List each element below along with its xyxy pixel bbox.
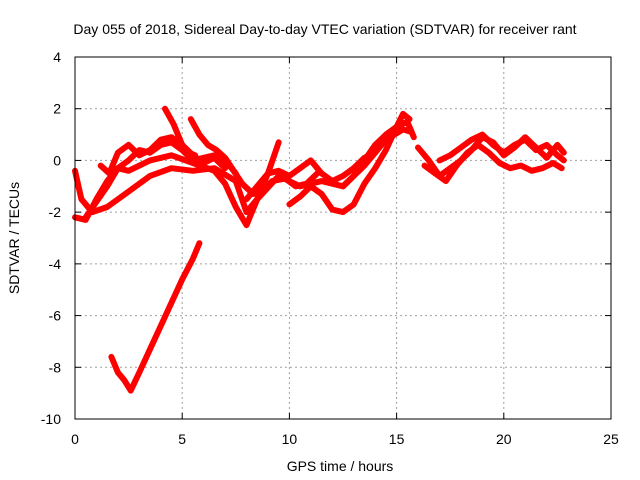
series-track-11 xyxy=(421,141,565,185)
series-track-5 xyxy=(162,105,199,159)
x-tick-label: 5 xyxy=(178,431,186,447)
x-tick-label: 20 xyxy=(496,431,512,447)
series-track-13 xyxy=(108,240,203,394)
y-tick-label: -2 xyxy=(49,204,62,220)
series-track-9 xyxy=(340,118,417,190)
x-tick-label: 10 xyxy=(282,431,298,447)
x-tick-label: 0 xyxy=(71,431,79,447)
y-axis-label: SDTVAR / TECUs xyxy=(6,182,22,294)
series-track-3 xyxy=(82,139,239,221)
x-tick-label: 15 xyxy=(389,431,405,447)
y-tick-label: 4 xyxy=(53,49,61,65)
y-tick-label: -10 xyxy=(41,411,61,427)
series-track-6 xyxy=(187,116,321,197)
y-tick-label: 2 xyxy=(53,101,61,117)
series-track-7 xyxy=(243,149,379,203)
series-track-4 xyxy=(97,134,229,177)
x-tick-label: 25 xyxy=(603,431,619,447)
y-tick-label: -4 xyxy=(49,256,62,272)
plot-frame xyxy=(74,56,612,420)
y-tick-label: -6 xyxy=(49,308,62,324)
series-track-12 xyxy=(436,131,567,164)
series-layer xyxy=(72,105,567,394)
x-axis-label: GPS time / hours xyxy=(287,458,394,474)
y-tick-label: 0 xyxy=(53,152,61,168)
grid xyxy=(75,57,611,419)
y-tick-label: -8 xyxy=(49,359,62,375)
ticks: 0 5 10 15 20 25 -10 -8 -6 -4 -2 0 2 4 xyxy=(41,49,619,447)
chart-title: Day 055 of 2018, Sidereal Day-to-day VTE… xyxy=(73,21,576,37)
